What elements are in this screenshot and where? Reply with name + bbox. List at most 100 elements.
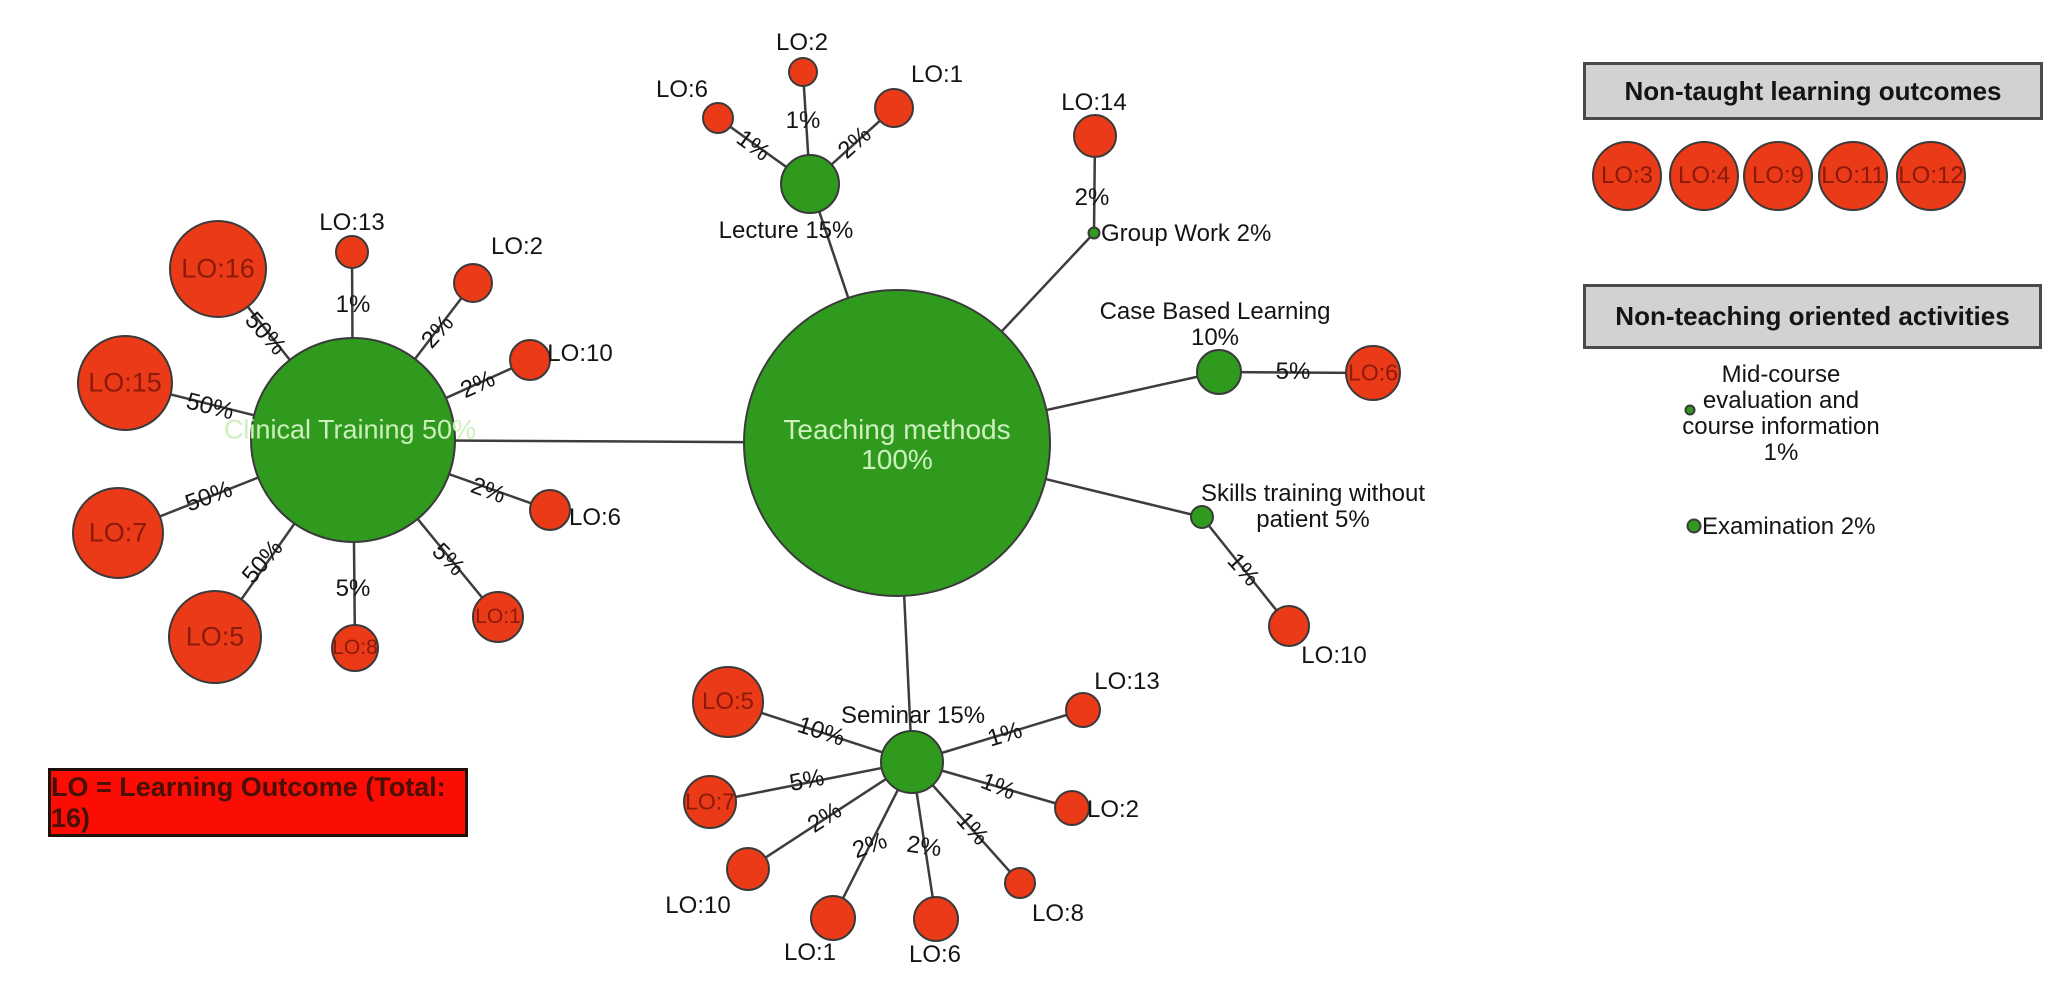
seminar-lo6-node (913, 896, 959, 942)
seminar-label: Seminar 15% (840, 702, 986, 729)
seminar-lo7-label: LO:7 (685, 788, 735, 815)
clinical-lo5-node (168, 590, 262, 684)
nontaught-lo12-label: LO:12 (1898, 162, 1964, 189)
casebased-lo6-label: LO:6 (1348, 359, 1398, 386)
clinical-lo1-node (472, 591, 524, 643)
midcourse-line1: Mid-course (1721, 361, 1841, 388)
teaching-methods-label: Teaching methods 100% (783, 415, 1010, 475)
lecture-lo2-node (788, 57, 818, 87)
link-seminar-lo7 (709, 760, 913, 804)
link-skills-lo10 (1201, 516, 1290, 627)
examination-label: Examination 2% (1702, 513, 1876, 540)
groupwork-lo14-node (1073, 114, 1117, 158)
clinical-lo8-pct: 5% (335, 575, 371, 602)
clinical-lo5-label: LO:5 (185, 621, 245, 652)
clinical-lo15-node (77, 335, 173, 431)
group-work-label: Group Work 2% (1101, 220, 1272, 247)
seminar-lo10-node (726, 847, 770, 891)
seminar-lo7-node (683, 775, 737, 829)
seminar-lo1-label: LO:1 (783, 939, 837, 966)
midcourse-line2: evaluation and (1702, 387, 1860, 414)
lecture-lo2-label: LO:2 (775, 29, 829, 56)
clinical-lo10-label: LO:10 (547, 340, 613, 367)
case-based-pct: 10% (1190, 324, 1240, 351)
seminar-lo13-node (1065, 692, 1101, 728)
lecture-lo1-label: LO:1 (910, 61, 964, 88)
skills-training-node (1190, 505, 1214, 529)
skills-training-line2: patient 5% (1256, 506, 1370, 533)
clinical-lo13-pct: 1% (335, 291, 371, 318)
casebased-lo6-node (1345, 345, 1401, 401)
case-based-title: Case Based Learning (1099, 298, 1331, 325)
midcourse-label: Mid-course evaluation and course informa… (1682, 362, 1879, 466)
non-taught-title: Non-taught learning outcomes (1624, 75, 2002, 106)
seminar-lo13-label: LO:13 (1094, 668, 1160, 695)
nontaught-lo3-node (1592, 141, 1662, 211)
non-teaching-title: Non-teaching oriented activities (1615, 301, 2010, 331)
green-nodes (250, 154, 1702, 794)
clinical-lo15-label: LO:15 (88, 367, 162, 398)
clinical-lo2-node (453, 263, 493, 303)
casebased-lo6-pct: 5% (1275, 358, 1311, 385)
non-taught-header: Non-taught learning outcomes (1583, 62, 2043, 120)
lecture-lo6-node (702, 102, 734, 134)
clinical-lo13-node (335, 235, 369, 269)
nontaught-lo9-label: LO:9 (1751, 162, 1805, 189)
lecture-label: Lecture 15% (718, 217, 854, 244)
nontaught-lo4-node (1669, 141, 1739, 211)
lecture-lo6-label: LO:6 (655, 76, 709, 103)
lecture-lo2-pct: 1% (785, 107, 821, 134)
seminar-lo6-pct: 2% (905, 830, 944, 863)
red-nodes (72, 57, 1966, 942)
group-work-node (1087, 226, 1101, 240)
teaching-methods-title: Teaching methods (783, 414, 1011, 445)
case-based-learning-node (1196, 349, 1242, 395)
seminar-lo8-node (1004, 867, 1036, 899)
seminar-node (880, 730, 944, 794)
nontaught-lo11-node (1818, 141, 1888, 211)
clinical-training-node (250, 337, 456, 543)
teaching-methods-node (743, 289, 1051, 597)
clinical-lo16-label: LO:16 (181, 253, 255, 284)
midcourse-dot (1684, 404, 1696, 416)
nontaught-lo11-label: LO:11 (1821, 162, 1885, 189)
clinical-lo1-label: LO:1 (475, 605, 521, 628)
midcourse-line4: 1% (1763, 439, 1799, 466)
midcourse-line3: course information (1682, 413, 1880, 440)
seminar-lo1-node (810, 895, 856, 941)
non-teaching-header: Non-teaching oriented activities (1583, 284, 2042, 349)
nontaught-lo3-label: LO:3 (1600, 162, 1654, 189)
seminar-lo6-label: LO:6 (908, 941, 962, 968)
examination-dot (1686, 518, 1702, 534)
seminar-lo5-node (692, 666, 764, 738)
legend-box: LO = Learning Outcome (Total: 16) (48, 768, 468, 837)
clinical-lo8-node (331, 624, 379, 672)
legend-text: LO = Learning Outcome (Total: 16) (51, 771, 446, 833)
skills-training-line1: Skills training without (1200, 480, 1426, 507)
lecture-node (780, 154, 840, 214)
groupwork-lo14-label: LO:14 (1061, 89, 1127, 116)
clinical-lo7-node (72, 487, 164, 579)
skills-training-label: Skills training without patient 5% (1201, 481, 1425, 533)
groupwork-lo14-pct: 2% (1074, 184, 1110, 211)
seminar-lo2-label: LO:2 (1086, 796, 1140, 823)
lecture-lo1-node (874, 88, 914, 128)
clinical-lo10-node (509, 339, 551, 381)
clinical-lo13-label: LO:13 (319, 209, 385, 236)
clinical-lo2-label: LO:2 (490, 233, 544, 260)
seminar-lo8-label: LO:8 (1031, 900, 1085, 927)
clinical-lo6-label: LO:6 (568, 504, 622, 531)
clinical-lo7-label: LO:7 (88, 517, 148, 548)
seminar-lo10-label: LO:10 (665, 892, 731, 919)
nontaught-lo9-node (1743, 141, 1813, 211)
clinical-lo6-node (529, 489, 571, 531)
nontaught-lo4-label: LO:4 (1677, 162, 1731, 189)
clinical-lo16-node (169, 220, 267, 318)
skills-lo10-label: LO:10 (1301, 642, 1367, 669)
seminar-lo2-node (1054, 790, 1090, 826)
skills-lo10-node (1268, 605, 1310, 647)
teaching-methods-pct: 100% (861, 444, 933, 475)
seminar-lo5-label: LO:5 (701, 688, 755, 715)
